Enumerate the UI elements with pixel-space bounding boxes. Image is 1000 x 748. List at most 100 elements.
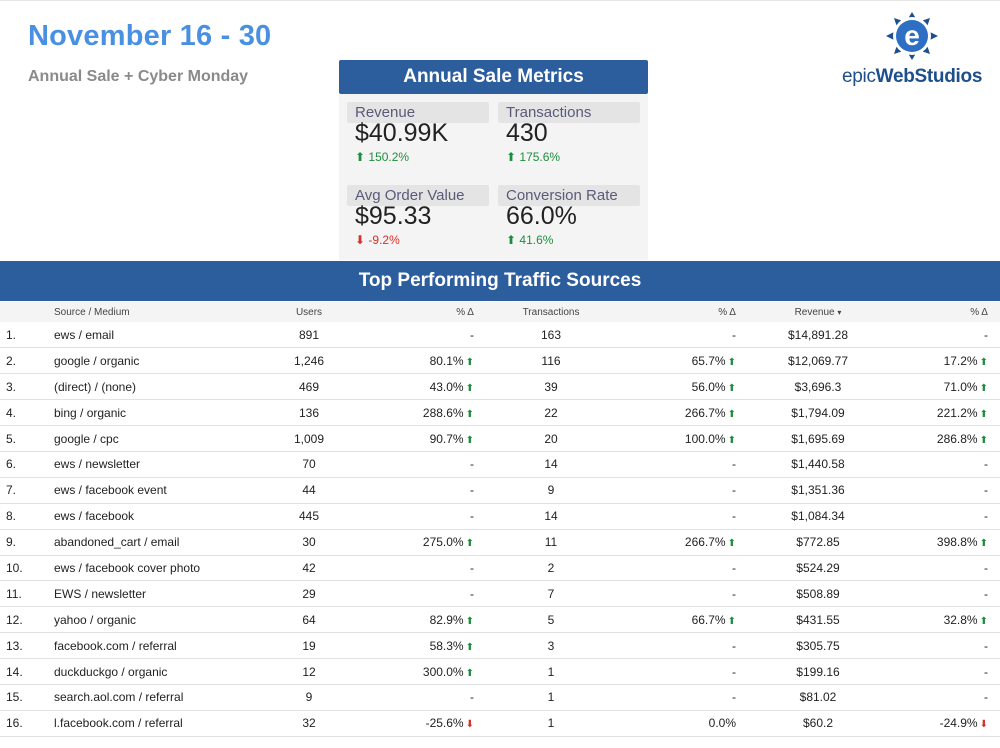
transactions: 9 (547, 483, 555, 498)
transactions-change: 0.0% (708, 716, 736, 731)
arrow-up-icon: ⬆ (506, 233, 517, 247)
metrics-panel: Revenue $40.99K ⬆ 150.2% Transactions 43… (339, 94, 648, 260)
source-medium: l.facebook.com / referral (54, 716, 183, 731)
table-row[interactable]: 7. ews / facebook event 44 - 9 - $1,351.36 - (0, 477, 1000, 504)
metric-value: 66.0% (506, 202, 577, 230)
arrow-down-icon: ⬇ (979, 719, 988, 731)
users-change: - (470, 586, 474, 601)
transactions: 5 (547, 612, 555, 627)
revenue: $305.75 (796, 638, 840, 653)
users-change: 82.9% ⬆ (429, 612, 474, 627)
revenue: $12,069.77 (787, 353, 849, 368)
traffic-sources-table: Source / Medium Users % Δ Transactions %… (0, 302, 1000, 737)
table-row[interactable]: 9. abandoned_cart / email 30 275.0% ⬆ 11 266.7… (0, 529, 1000, 556)
row-index: 14. (6, 664, 23, 679)
top-divider (0, 0, 1000, 1)
revenue-change: - (984, 483, 988, 498)
arrow-up-icon: ⬆ (465, 434, 474, 446)
transactions: 1 (547, 716, 555, 731)
users-change: - (470, 509, 474, 524)
users: 1,009 (293, 431, 325, 446)
metric-change: ⬆ 175.6% (506, 150, 561, 164)
revenue: $508.89 (796, 586, 840, 601)
arrow-up-icon: ⬆ (979, 538, 988, 550)
revenue: $772.85 (796, 535, 840, 550)
table-row[interactable]: 1. ews / email 891 - 163 - $14,891.28 - (0, 322, 1000, 348)
users-change: 58.3% ⬆ (429, 638, 474, 653)
transactions-change: - (732, 638, 736, 653)
metric-label: Avg Order Value (347, 185, 489, 206)
table-row[interactable]: 2. google / organic 1,246 80.1% ⬆ 116 65.7% ⬆ $1… (0, 348, 1000, 374)
metric-card-avg-order-value[interactable]: Avg Order Value $95.33 ⬇ -9.2% (347, 185, 489, 247)
transactions-change: - (732, 457, 736, 472)
users: 469 (298, 379, 320, 394)
revenue: $524.29 (796, 560, 840, 575)
row-index: 6. (6, 457, 17, 472)
revenue-change: - (984, 586, 988, 601)
users-change: - (470, 483, 474, 498)
source-medium: search.aol.com / referral (54, 690, 184, 705)
revenue-change: 32.8% ⬆ (943, 612, 988, 627)
transactions-change: 266.7% ⬆ (684, 535, 736, 550)
table-row[interactable]: 8. ews / facebook 445 - 14 - $1,084.34 - (0, 503, 1000, 530)
transactions: 163 (540, 327, 562, 342)
table-row[interactable]: 13. facebook.com / referral 19 58.3% ⬆ 3 - $305… (0, 633, 1000, 659)
source-medium: yahoo / organic (54, 612, 137, 627)
metric-label: Revenue (347, 102, 489, 123)
metrics-title: Annual Sale Metrics (339, 60, 648, 94)
row-index: 16. (6, 716, 23, 731)
transactions-change: - (732, 664, 736, 679)
transactions-change: 56.0% ⬆ (691, 379, 736, 394)
col-users-change[interactable]: % Δ (456, 306, 474, 318)
col-revenue[interactable]: Revenue ▾ (794, 306, 842, 318)
revenue-change: - (984, 327, 988, 342)
users-change: 90.7% ⬆ (429, 431, 474, 446)
revenue-change: 221.2% ⬆ (936, 405, 988, 420)
table-row[interactable]: 11. EWS / newsletter 29 - 7 - $508.89 - (0, 581, 1000, 607)
table-row[interactable]: 3. (direct) / (none) 469 43.0% ⬆ 39 56.0% ⬆ $3,6… (0, 374, 1000, 400)
col-users[interactable]: Users (295, 306, 323, 318)
table-row[interactable]: 6. ews / newsletter 70 - 14 - $1,440.58 - (0, 451, 1000, 478)
users-change: - (470, 327, 474, 342)
revenue-change: - (984, 664, 988, 679)
row-index: 3. (6, 379, 17, 394)
col-index (0, 302, 54, 322)
users: 9 (305, 690, 313, 705)
metric-card-conversion-rate[interactable]: Conversion Rate 66.0% ⬆ 41.6% (498, 185, 640, 247)
revenue: $1,695.69 (791, 431, 845, 446)
arrow-up-icon: ⬆ (506, 150, 517, 164)
row-index: 11. (6, 586, 22, 601)
col-transactions[interactable]: Transactions (522, 306, 580, 318)
table-row[interactable]: 10. ews / facebook cover photo 42 - 2 - $524.2… (0, 555, 1000, 581)
users-change: - (470, 690, 474, 705)
revenue-change: - (984, 690, 988, 705)
transactions: 11 (544, 535, 558, 550)
metric-card-revenue[interactable]: Revenue $40.99K ⬆ 150.2% (347, 102, 489, 164)
row-index: 13. (6, 638, 23, 653)
transactions-change: 65.7% ⬆ (691, 353, 736, 368)
table-row[interactable]: 16. l.facebook.com / referral 32 -25.6% ⬇ 1 0.… (0, 710, 1000, 737)
metric-card-transactions[interactable]: Transactions 430 ⬆ 175.6% (498, 102, 640, 164)
table-row[interactable]: 4. bing / organic 136 288.6% ⬆ 22 266.7% ⬆ $1,79… (0, 400, 1000, 426)
arrow-up-icon: ⬆ (727, 538, 736, 550)
arrow-up-icon: ⬆ (979, 382, 988, 394)
col-source-medium[interactable]: Source / Medium (54, 306, 130, 318)
users-change: - (470, 560, 474, 575)
users-change: 300.0% ⬆ (422, 664, 474, 679)
row-index: 2. (6, 353, 17, 368)
revenue: $431.55 (796, 612, 840, 627)
revenue-change: 17.2% ⬆ (943, 353, 988, 368)
source-medium: ews / email (54, 327, 115, 342)
col-revenue-change[interactable]: % Δ (970, 306, 988, 318)
e-logo-icon: e (886, 12, 938, 60)
table-row[interactable]: 12. yahoo / organic 64 82.9% ⬆ 5 66.7% ⬆ $431.55… (0, 607, 1000, 633)
col-transactions-change[interactable]: % Δ (718, 306, 736, 318)
table-row[interactable]: 15. search.aol.com / referral 9 - 1 - $81.02 - (0, 684, 1000, 711)
row-index: 5. (6, 431, 17, 446)
source-medium: (direct) / (none) (54, 379, 137, 394)
arrow-up-icon: ⬆ (979, 356, 988, 368)
table-row[interactable]: 5. google / cpc 1,009 90.7% ⬆ 20 100.0% ⬆ $1,695… (0, 426, 1000, 452)
revenue: $3,696.3 (794, 379, 842, 394)
source-medium: duckduckgo / organic (54, 664, 168, 679)
table-row[interactable]: 14. duckduckgo / organic 12 300.0% ⬆ 1 - $199.1… (0, 659, 1000, 685)
